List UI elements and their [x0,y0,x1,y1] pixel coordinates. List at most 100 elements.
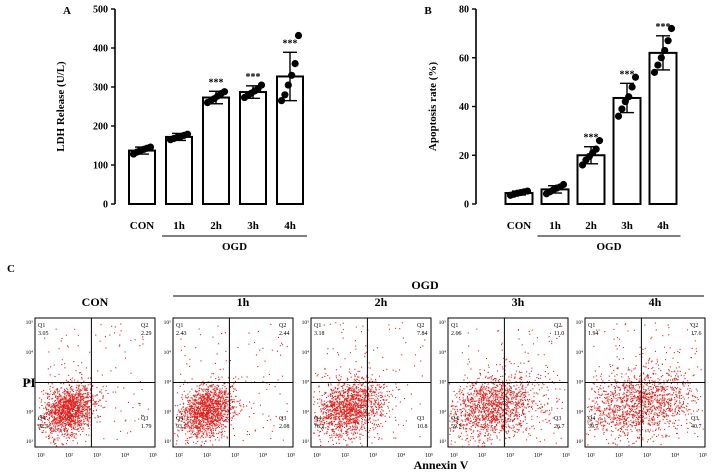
flow-event [352,401,354,403]
flow-event [198,407,200,409]
flow-event [335,375,337,377]
flow-event [76,408,78,410]
flow-event [66,408,68,410]
flow-event [352,398,354,400]
flow-event [63,383,65,385]
flow-event [196,400,198,402]
flow-event [54,376,56,378]
flow-event [458,418,460,420]
flow-event [222,395,224,397]
flow-event [65,403,67,405]
flow-event [353,397,355,399]
flow-event [467,377,469,379]
flow-event [141,388,143,390]
flow-event [195,433,197,435]
flow-event [219,403,221,405]
flow-event [235,395,237,397]
flow-event [353,417,355,419]
flow-event [198,426,200,428]
flow-event [366,401,368,403]
flow-event [77,406,79,408]
flow-event [196,437,198,439]
flow-event [204,414,206,416]
flow-event [181,410,183,412]
flow-event [62,399,64,401]
flow-event [217,411,219,413]
flow-event [215,419,217,421]
q4-value: 92.9 [38,424,49,430]
flow-event [225,416,227,418]
flow-event [210,390,212,392]
flow-event [333,414,335,416]
flow-event [222,420,224,422]
flow-event [330,410,332,412]
flow-event [216,399,218,401]
flow-event [201,416,203,418]
flow-event [67,391,69,393]
q3-label: Q3 [141,416,148,422]
flow-event [353,422,355,424]
flow-event [224,391,226,393]
flow-event [360,428,362,430]
flow-event [356,407,358,409]
flow-event [338,395,340,397]
flow-event [70,379,72,381]
flow-event [201,435,203,437]
flow-event [50,427,52,429]
flow-event [350,387,352,389]
flow-event [202,380,204,382]
flow-event [62,412,64,414]
flow-event [64,416,66,418]
flow-event [335,428,337,430]
flow-event [212,430,214,432]
flow-event [350,395,352,397]
flow-event [348,417,350,419]
flow-event [190,406,192,408]
flow-event [354,414,356,416]
flow-event [189,429,191,431]
flow-event [215,399,217,401]
flow-event [361,418,363,420]
flow-event [63,429,65,431]
flow-event [202,395,204,397]
flow-event [219,389,221,391]
flow-event [70,398,72,400]
flow-event [78,430,80,432]
flow-event [379,391,381,393]
flow-event [184,415,186,417]
flow-event [209,408,211,410]
flow-event [62,414,64,416]
flow-event [57,419,59,421]
flow-event [211,404,213,406]
flow-event [201,414,203,416]
flow-event [333,418,335,420]
flow-event [218,413,220,415]
flow-event [351,425,353,427]
q1-label: Q1 [314,323,321,329]
flow-event [340,436,342,438]
flow-event [203,418,205,420]
flow-event [358,398,360,400]
flow-event [59,421,61,423]
flow-event [187,442,189,444]
flow-event [181,413,183,415]
flow-event [216,401,218,403]
flow-event [178,409,180,411]
flow-event [388,391,390,393]
flow-event [450,443,452,445]
flow-event [70,425,72,427]
flow-event [338,423,340,425]
flow-event [320,402,322,404]
flow-event [198,427,200,429]
flow-event [225,402,227,404]
flow-event [88,412,90,414]
flow-event [220,418,222,420]
flow-event [72,417,74,419]
flow-event [505,396,507,398]
flow-event [192,406,194,408]
flow-event [343,405,345,407]
flow-event [357,409,359,411]
flow-event [362,396,364,398]
flow-event [353,405,355,407]
flow-event [365,412,367,414]
